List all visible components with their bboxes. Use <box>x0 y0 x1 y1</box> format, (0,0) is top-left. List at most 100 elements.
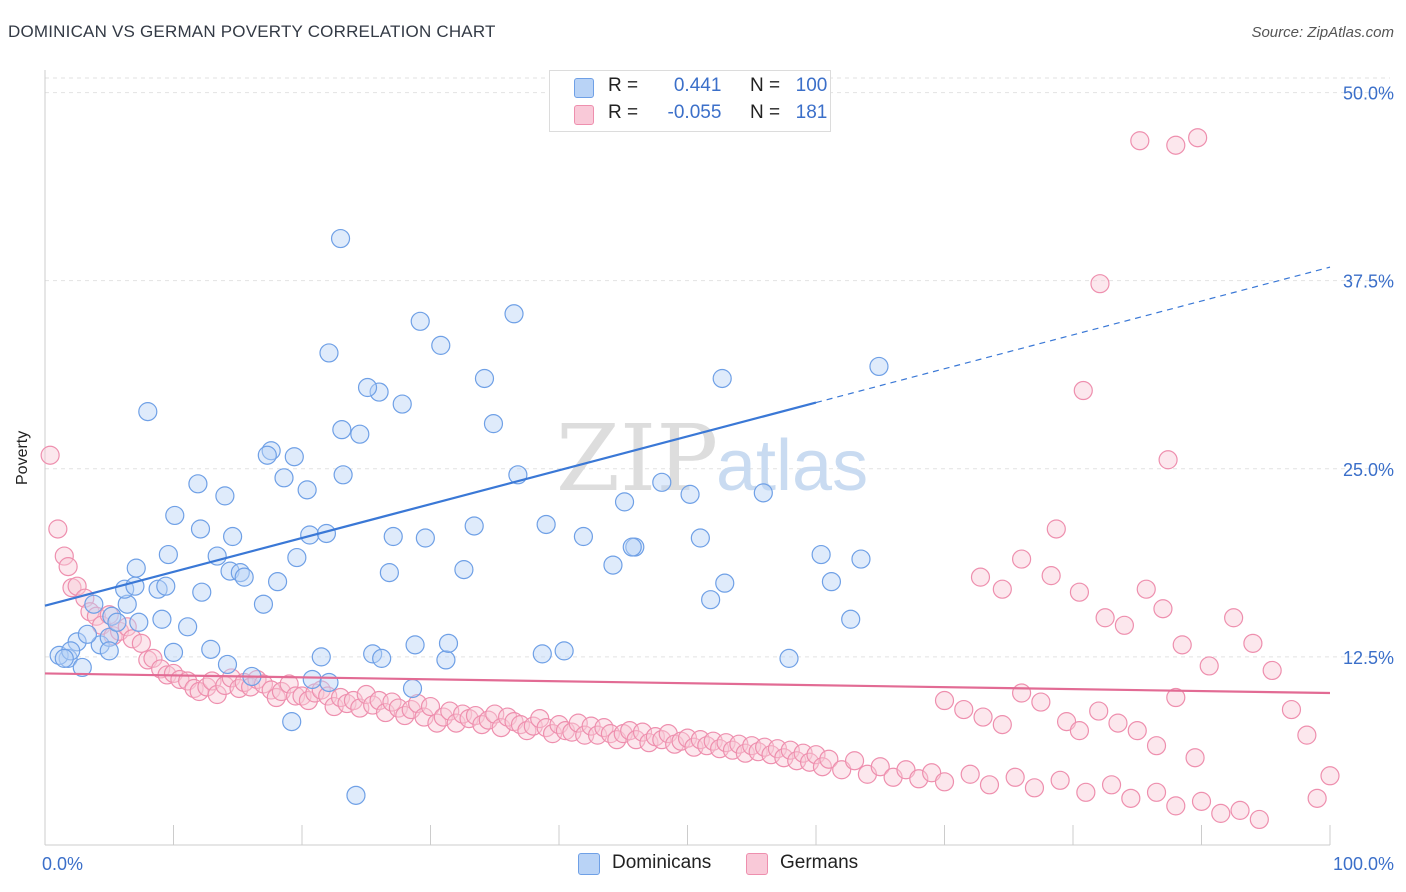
dominicans-point <box>532 644 552 664</box>
germans-point <box>1146 782 1167 802</box>
germans-point <box>1199 656 1219 676</box>
germans-point <box>266 687 286 708</box>
dominicans-point <box>603 555 623 575</box>
germans-points <box>40 128 1340 830</box>
germans-point <box>1230 800 1250 820</box>
dominicans-point <box>102 606 122 626</box>
germans-point <box>298 690 319 711</box>
germans-point <box>1158 450 1178 470</box>
germans-point <box>253 674 274 694</box>
r-label: R = <box>608 75 639 96</box>
source-credit: Source: ZipAtlas.com <box>1251 24 1394 41</box>
x-tick-label-start: 0.0% <box>42 854 83 874</box>
germans-point <box>1101 775 1122 795</box>
dominicans-point <box>392 394 412 414</box>
dominicans-legend-swatch <box>578 853 600 875</box>
dominicans-point <box>99 627 119 647</box>
dominicans-point <box>712 368 732 389</box>
germans-point <box>1069 721 1090 741</box>
dominicans-point <box>431 335 451 355</box>
dominicans-point <box>215 486 235 506</box>
germans-point <box>1146 736 1167 756</box>
dominicans-point <box>72 657 92 678</box>
dominicans-point <box>77 624 98 644</box>
x-tick-label-end: 100.0% <box>1333 854 1394 874</box>
germans-point <box>979 775 1000 795</box>
dominicans-point <box>163 642 184 662</box>
dominicans-point <box>267 572 288 592</box>
dominicans-point <box>178 617 198 637</box>
germans-point <box>1211 803 1231 823</box>
dominicans-legend-label: Dominicans <box>612 852 712 873</box>
germans-point <box>1046 519 1066 539</box>
y-tick-label-1: 25.0% <box>1343 460 1394 480</box>
germans-point <box>58 557 78 577</box>
dominicans-point <box>253 594 274 614</box>
dominicans-point <box>869 356 889 377</box>
germans-point <box>1130 131 1150 151</box>
n-value: 100 <box>795 75 828 96</box>
germans-point <box>1050 770 1070 790</box>
germans-legend-swatch <box>746 853 768 875</box>
dominicans-point <box>438 633 459 653</box>
germans-point <box>1262 660 1282 681</box>
dominicans-point <box>357 377 378 398</box>
germans-point <box>1108 713 1128 733</box>
dominicans-point <box>379 563 399 583</box>
dominicans-point <box>753 483 773 503</box>
germans-point <box>973 707 993 727</box>
dominicans-point <box>821 572 842 592</box>
dominicans-point <box>410 311 430 331</box>
dominicans-point <box>573 526 594 547</box>
germans-point <box>954 699 974 720</box>
dominicans-point <box>152 609 172 629</box>
germans-point <box>143 648 163 668</box>
germans-point <box>1090 274 1110 294</box>
dominicans-point <box>415 528 435 548</box>
dominicans-point <box>165 505 185 526</box>
legend-stats-germans: R = -0.055 N = 181 <box>608 102 827 124</box>
dominicans-point <box>158 544 178 565</box>
germans-point <box>1224 608 1244 628</box>
dominicans-point <box>504 304 524 324</box>
germans-point <box>1243 633 1263 653</box>
dominicans-point <box>330 228 351 249</box>
dominicans-point <box>383 526 403 547</box>
germans-point <box>117 617 137 637</box>
correlation-legend: R = 0.441 N = 100 R = -0.055 N = 181 <box>549 70 831 132</box>
dominicans-point <box>350 424 370 444</box>
watermark-zip: ZIP <box>556 405 718 512</box>
dominicans-point <box>454 560 474 580</box>
y-axis-label: Poverty <box>14 430 31 485</box>
dominicans-points <box>49 105 889 805</box>
y-tick-label-2: 37.5% <box>1343 272 1394 292</box>
germans-point <box>1188 128 1208 148</box>
germans-swatch <box>574 105 594 125</box>
germans-point <box>279 674 299 694</box>
germans-point <box>375 702 396 723</box>
dominicans-point <box>464 516 484 536</box>
dominicans-point <box>319 343 339 363</box>
dominicans-point <box>192 582 212 602</box>
germans-point <box>934 772 955 792</box>
dominicans-point <box>126 558 146 578</box>
dominicans-point <box>841 609 861 629</box>
r-value: -0.055 <box>667 102 722 123</box>
dominicans-point <box>54 648 74 668</box>
germans-point <box>1024 778 1045 798</box>
dominicans-point <box>333 465 353 485</box>
dominicans-point <box>474 368 495 389</box>
germans-point <box>1153 599 1173 619</box>
dominicans-point <box>405 635 425 655</box>
germans-point <box>1069 582 1090 602</box>
dominicans-point <box>148 579 168 599</box>
germans-point <box>1166 796 1186 816</box>
germans-legend-label: Germans <box>780 852 859 873</box>
watermark-atlas: atlas <box>716 426 868 506</box>
n-label: N = <box>749 102 781 123</box>
germans-point <box>1307 788 1327 808</box>
dominicans-point <box>188 474 208 494</box>
germans-point <box>812 757 833 777</box>
n-label: N = <box>749 75 781 96</box>
dominicans-point <box>274 468 294 488</box>
